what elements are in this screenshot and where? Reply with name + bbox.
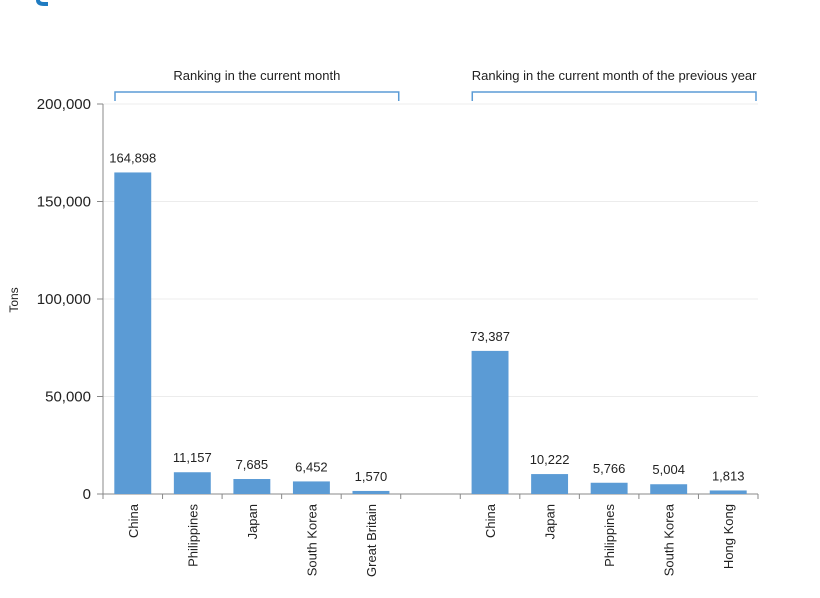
bar: [590, 482, 628, 494]
bar: [292, 481, 330, 494]
category-label: China: [483, 503, 498, 538]
data-label: 164,898: [109, 150, 156, 165]
labels: 0 50,000 100,000 150,000 200,000 Ranking in t…: [37, 68, 757, 577]
data-label: 10,222: [530, 452, 570, 467]
data-label: 7,685: [236, 457, 269, 472]
data-label: 6,452: [295, 459, 328, 474]
bar: [352, 490, 390, 494]
bar: [650, 484, 688, 494]
data-label: 5,766: [593, 461, 626, 476]
bar: [173, 472, 211, 494]
bar: [531, 474, 569, 494]
data-label: 1,813: [712, 468, 745, 483]
data-label: 1,570: [355, 469, 388, 484]
category-label: China: [126, 503, 141, 538]
category-label: Hong Kong: [721, 504, 736, 569]
data-label: 73,387: [470, 329, 510, 344]
bars: [114, 172, 747, 494]
gridlines: [103, 103, 758, 397]
data-label: 5,004: [652, 462, 685, 477]
category-label: Great Britain: [364, 504, 379, 577]
bar: [471, 350, 509, 494]
category-label: Philippines: [185, 504, 200, 567]
bar: [114, 172, 152, 494]
y-tick-label: 0: [83, 486, 91, 503]
y-tick-label: 100,000: [37, 291, 91, 308]
category-label: Japan: [245, 504, 260, 539]
y-tick-label: 200,000: [37, 96, 91, 113]
group-bracket: [471, 91, 757, 101]
category-label: South Korea: [662, 503, 677, 576]
group-title: Ranking in the current month: [173, 68, 340, 83]
y-tick-label: 150,000: [37, 194, 91, 211]
category-label: South Korea: [304, 503, 319, 576]
data-label: 11,157: [173, 450, 212, 465]
logo-fragment: [36, 0, 48, 6]
group-bracket: [114, 91, 400, 101]
group-title: Ranking in the current month of the prev…: [472, 68, 757, 83]
bar: [233, 479, 271, 494]
y-axis-label: Tons: [7, 287, 21, 312]
y-tick-label: 50,000: [45, 389, 91, 406]
category-label: Philippines: [602, 504, 617, 567]
bar: [709, 490, 747, 494]
category-label: Japan: [543, 504, 558, 539]
axes: [97, 91, 759, 499]
